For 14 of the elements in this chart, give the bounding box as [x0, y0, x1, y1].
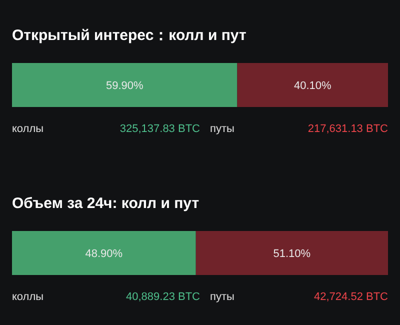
- text: 40,889.23 BTC: [126, 291, 200, 303]
- data-label: 40.10%: [294, 80, 332, 92]
- text: 42,724.52 BTC: [314, 291, 388, 303]
- series-label: путы: [210, 123, 234, 135]
- data-label: 51.10%: [273, 248, 311, 260]
- chart-title: Открытый интерес：колл и пут: [12, 27, 246, 44]
- series-label: коллы: [12, 291, 44, 303]
- series-label: путы: [210, 291, 234, 303]
- data-label: 48.90%: [85, 248, 123, 260]
- chart-title: Объем за 24ч: колл и пут: [12, 195, 200, 212]
- text: 217,631.13 BTC: [308, 123, 388, 135]
- data-label: 59.90%: [106, 80, 144, 92]
- series-label: коллы: [12, 123, 44, 135]
- text: 325,137.83 BTC: [120, 123, 200, 135]
